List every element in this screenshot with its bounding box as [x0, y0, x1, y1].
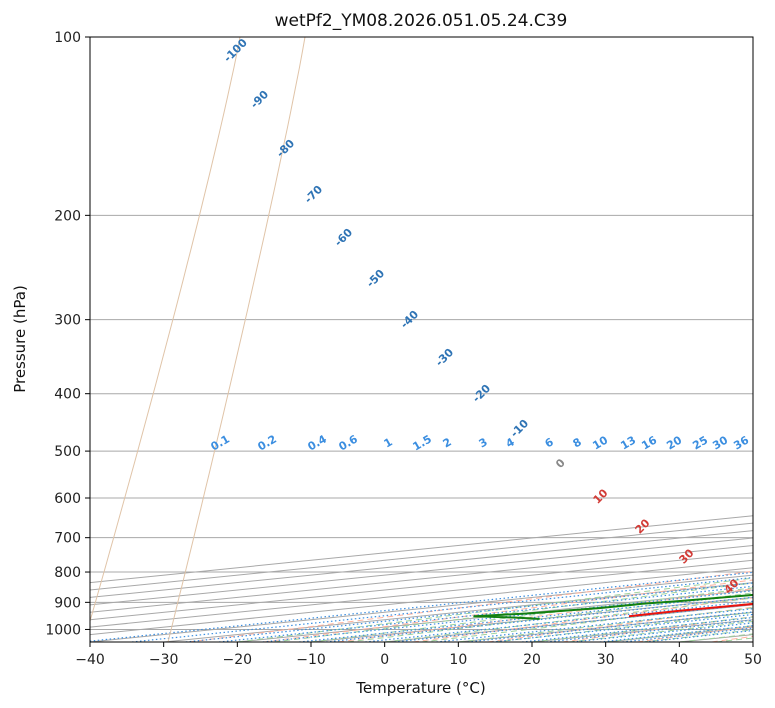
plot-frame	[89, 36, 754, 643]
mixing-ratio-label: 0.1	[209, 432, 232, 453]
y-tick-label: 1000	[45, 622, 81, 638]
dry-adiabat-label: -90	[248, 88, 271, 111]
moist-adiabat-label: 30	[677, 546, 697, 566]
dry-adiabat-label: -20	[470, 382, 493, 405]
isotherm-line	[90, 544, 753, 613]
mixing-ratio-label: 2	[441, 435, 454, 450]
y-tick-label: 800	[54, 565, 81, 581]
mixing-ratio-label: 3	[477, 435, 490, 450]
dry-adiabat-line	[487, 606, 753, 642]
dry-adiabat-label: -50	[364, 267, 387, 290]
x-tick-label: −40	[75, 652, 105, 668]
x-tick-label: −30	[149, 652, 179, 668]
mixing-ratio-label: 0.2	[256, 432, 279, 453]
mixing-ratio-label: 1	[382, 435, 395, 450]
dry-adiabat-label: -80	[274, 137, 297, 160]
dry-adiabat-label: -40	[398, 308, 421, 331]
y-tick-label: 700	[54, 531, 81, 547]
x-tick-label: 40	[670, 652, 688, 668]
mixing-ratio-label: 6	[543, 435, 556, 450]
y-tick-label: 300	[54, 313, 81, 329]
x-tick-label: −20	[223, 652, 253, 668]
x-tick-label: 30	[597, 652, 615, 668]
isotherm-line	[310, 596, 753, 642]
mixing-ratio-label: 0.6	[337, 432, 361, 453]
mixing-ratio-label: 25	[690, 434, 710, 453]
isotherm-line	[90, 515, 753, 584]
moist-adiabat-line	[347, 592, 753, 642]
isotherm-line	[384, 604, 753, 642]
x-tick-label: 10	[449, 652, 467, 668]
y-tick-label: 200	[54, 208, 81, 224]
moist-adiabat-label-zero: 0	[553, 456, 568, 471]
background-lines	[90, 37, 753, 642]
x-axis: −40 −30 −20 −10 0 10 20 30 40 50	[75, 642, 762, 668]
y-tick-label: 900	[54, 595, 81, 611]
mixing-ratio-line	[394, 603, 753, 642]
dewpoint-line	[473, 593, 753, 620]
dry-adiabat-label: -60	[332, 226, 355, 249]
isotherm-line	[90, 552, 753, 621]
dry-adiabat-label: -10	[508, 417, 531, 440]
y-tick-label: 400	[54, 387, 81, 403]
mixing-ratio-label: 8	[571, 435, 584, 450]
y-tick-label: 600	[54, 491, 81, 507]
isotherm-line	[458, 611, 753, 642]
line-annotations: -100-90-80-70-60-50-40-30-20-100.1 0.2 0.4…	[209, 36, 752, 597]
dry-adiabat-line	[711, 635, 753, 642]
y-tick-label: 500	[54, 444, 81, 460]
y-axis-label: Pressure (hPa)	[11, 285, 29, 393]
y-axis: 100 200 300 400 500 600 700 800 900 1000	[45, 30, 90, 638]
x-tick-label: −10	[296, 652, 326, 668]
isotherm-line	[531, 619, 753, 642]
moist-adiabat-line	[237, 577, 753, 642]
outer-guide-line	[90, 37, 241, 623]
x-axis-label: Temperature (°C)	[355, 679, 485, 697]
mixing-ratio-line	[365, 600, 753, 642]
mixing-ratio-label: 13	[618, 434, 638, 453]
profile-lines	[473, 593, 753, 620]
mixing-ratio-label: 30	[710, 433, 730, 452]
x-tick-label: 0	[380, 652, 389, 668]
moist-adiabat-line	[458, 607, 753, 642]
x-tick-label: 20	[523, 652, 541, 668]
mixing-ratio-label: 1.5	[411, 432, 434, 453]
moist-adiabat-line	[274, 582, 753, 642]
mixing-ratio-line	[436, 608, 753, 642]
mixing-ratio-label: 0.4	[306, 432, 330, 453]
isotherm-line	[752, 641, 753, 642]
moist-adiabat-line	[531, 616, 753, 642]
isotherm-line	[90, 537, 753, 606]
dry-adiabat-line	[412, 597, 753, 642]
mixing-ratio-line	[622, 627, 753, 642]
moist-adiabat-line	[495, 611, 753, 642]
outer-guide-line	[167, 37, 306, 642]
dry-adiabat-line	[562, 616, 753, 642]
moist-adiabat-line	[716, 637, 753, 642]
mixing-ratio-label: 16	[639, 433, 659, 452]
moist-adiabat-label: 10	[591, 486, 611, 506]
chart-title: wetPf2_YM08.2026.051.05.24.C39	[275, 11, 568, 31]
x-tick-label: 50	[744, 652, 762, 668]
dry-adiabat-line	[636, 625, 753, 642]
mixing-ratio-label: 10	[590, 433, 610, 452]
dry-adiabat-line	[263, 579, 753, 642]
y-tick-label: 100	[54, 30, 81, 46]
moist-adiabat-line	[642, 629, 753, 642]
moist-adiabat-line	[310, 587, 753, 642]
dry-adiabat-label: -30	[433, 346, 456, 369]
mixing-ratio-label: 20	[664, 433, 684, 452]
isotherm-line	[90, 574, 753, 642]
isotherm-line	[90, 567, 753, 636]
mixing-ratio-line	[467, 611, 753, 642]
dry-adiabat-label: -70	[302, 183, 325, 206]
moist-adiabat-line	[568, 620, 753, 642]
isotherm-line	[90, 522, 753, 591]
moist-adiabat-line	[384, 597, 753, 642]
mixing-ratio-label: 36	[731, 433, 751, 452]
isotherm-line	[90, 559, 753, 628]
isotherm-line	[90, 530, 753, 598]
